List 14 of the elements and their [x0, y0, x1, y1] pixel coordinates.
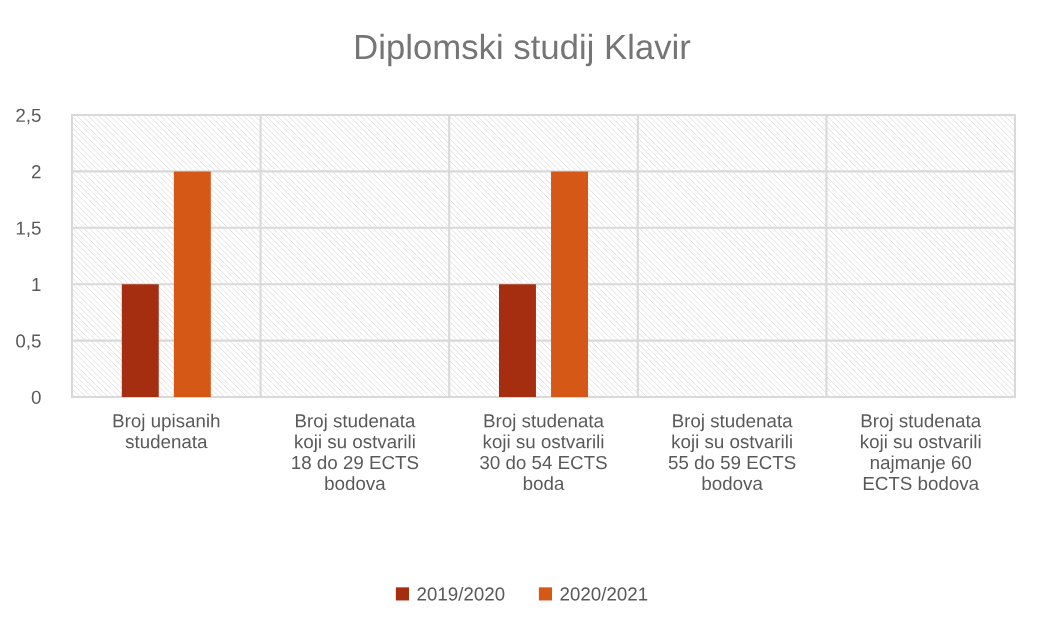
- y-tick-label: 2,5: [16, 108, 41, 125]
- y-tick-label: 0: [31, 390, 41, 404]
- x-tick-label: Broj studenata koji su ostvarili najmanje 60 ECTS bodova: [861, 413, 982, 491]
- y-tick-label: 1,5: [16, 221, 41, 237]
- x-tick-label: Broj studenata koji su ostvarili 55 do 59 ECTS bodova: [668, 413, 796, 491]
- chart-title: Diplomski studij Klavir: [356, 33, 691, 67]
- y-tick-label: 1: [32, 278, 41, 291]
- x-tick-label: Broj upisanih studenata: [113, 413, 220, 449]
- y-tick-label: 2: [31, 165, 41, 179]
- y-tick-label: 0,5: [16, 334, 41, 350]
- legend-label: 2020/2021: [560, 586, 648, 601]
- x-tick-label: Broj studenata koji su ostvarili 30 do 54 ECTS boda: [480, 413, 607, 491]
- x-tick-label: Broj studenata koji su ostvarili 18 do 29 ECTS bodova: [292, 413, 419, 491]
- legend-label: 2019/2020: [417, 586, 505, 601]
